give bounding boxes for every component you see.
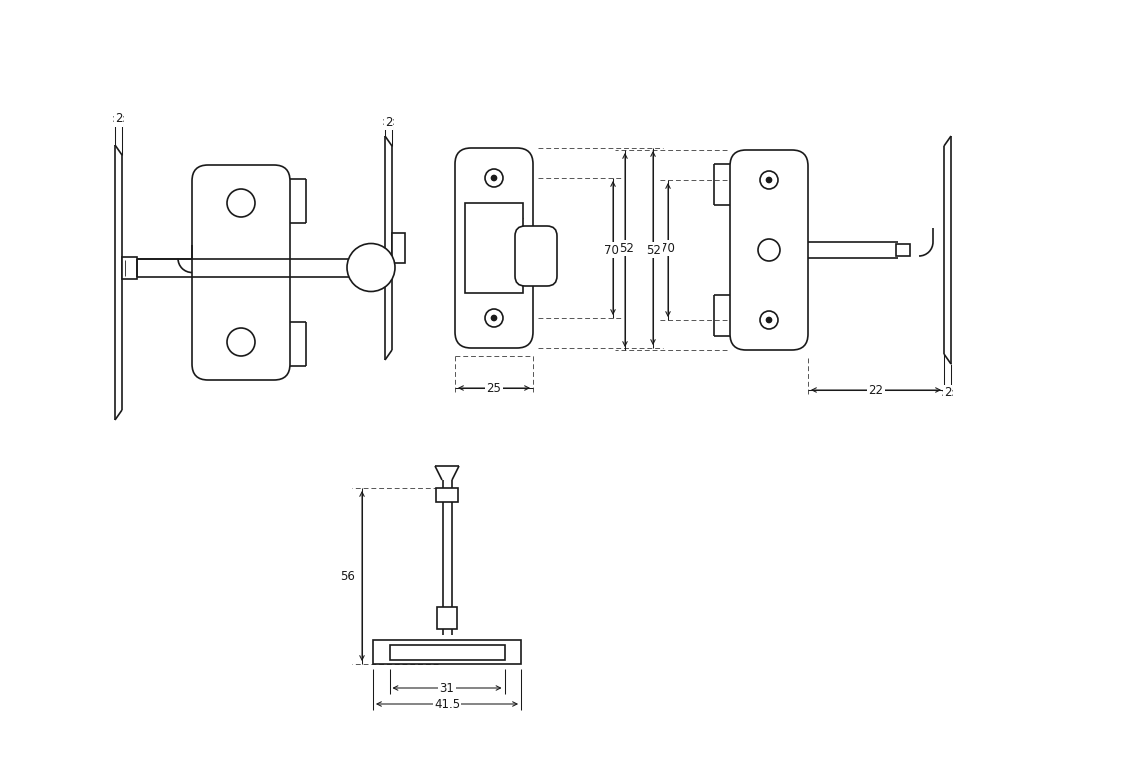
Circle shape xyxy=(760,311,777,329)
Circle shape xyxy=(760,171,777,189)
Text: 52: 52 xyxy=(620,242,634,255)
Bar xyxy=(389,645,504,659)
FancyBboxPatch shape xyxy=(730,150,808,350)
Bar xyxy=(373,640,521,664)
Circle shape xyxy=(347,244,395,292)
Bar xyxy=(436,488,459,502)
Circle shape xyxy=(491,175,496,181)
Text: 31: 31 xyxy=(439,681,454,694)
Text: 2: 2 xyxy=(943,386,951,399)
Bar xyxy=(437,607,457,629)
FancyBboxPatch shape xyxy=(192,165,291,380)
Circle shape xyxy=(485,309,503,327)
Bar xyxy=(465,203,523,293)
Bar xyxy=(896,244,910,256)
Circle shape xyxy=(758,239,780,261)
Circle shape xyxy=(766,318,772,322)
Text: 41.5: 41.5 xyxy=(434,697,460,710)
Text: 70: 70 xyxy=(604,244,619,257)
Circle shape xyxy=(227,328,255,356)
Bar xyxy=(121,257,137,278)
Text: 25: 25 xyxy=(487,382,502,395)
FancyBboxPatch shape xyxy=(455,148,533,348)
Circle shape xyxy=(491,315,496,321)
Bar xyxy=(392,233,405,263)
Text: 70: 70 xyxy=(659,242,674,255)
Circle shape xyxy=(227,189,255,217)
Circle shape xyxy=(766,178,772,183)
Text: 2: 2 xyxy=(115,113,123,126)
Text: 52: 52 xyxy=(647,244,662,257)
FancyBboxPatch shape xyxy=(515,226,557,286)
Text: 22: 22 xyxy=(868,383,883,396)
Circle shape xyxy=(485,169,503,187)
Text: 56: 56 xyxy=(340,569,355,582)
Text: 2: 2 xyxy=(385,116,393,129)
